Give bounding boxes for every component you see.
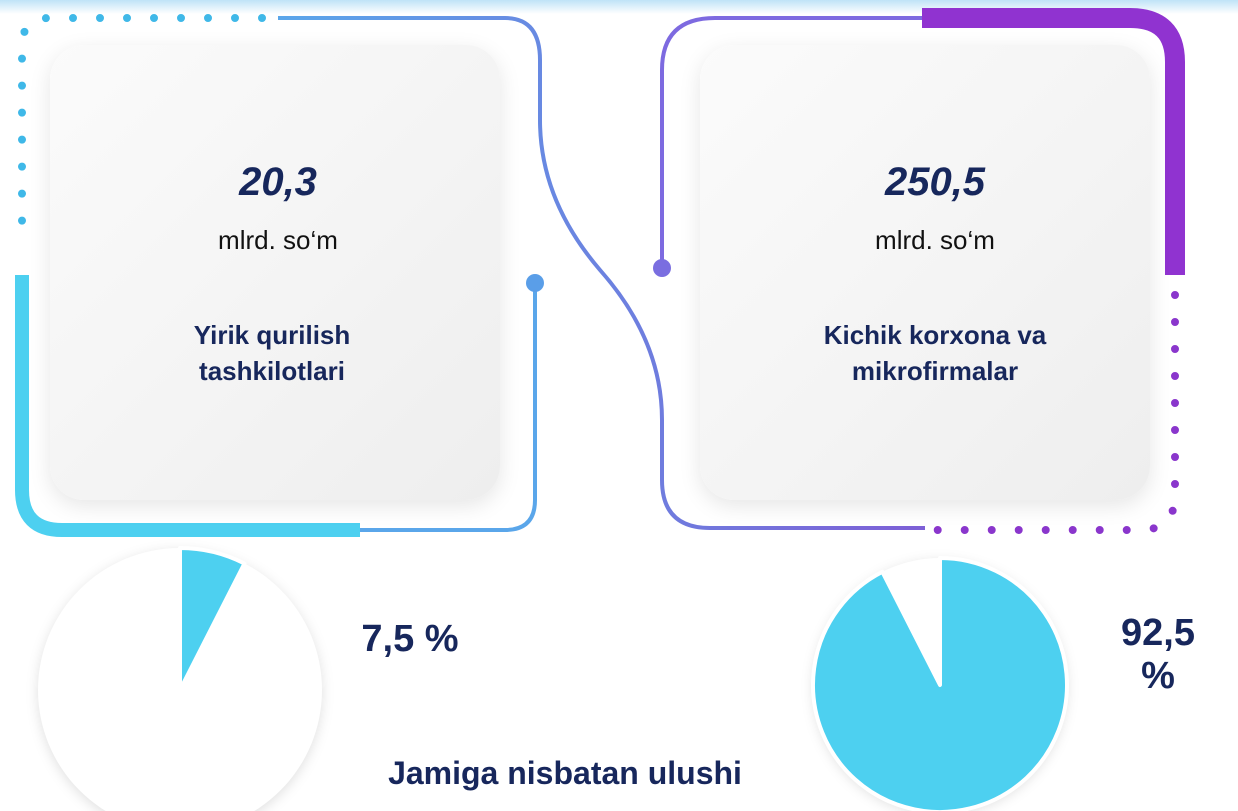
share-label: 7,5 % [361, 618, 459, 660]
unit: mlrd. so‘m [875, 225, 995, 255]
dot [653, 259, 671, 277]
card [50, 45, 500, 500]
card-label: Kichik korxona va mikrofirmalar [823, 320, 1047, 386]
connector-line [278, 16, 925, 530]
pie-slice [811, 556, 1069, 811]
thin-line [660, 16, 922, 268]
thin-line [360, 283, 537, 532]
amount: 20,3 [239, 160, 317, 204]
thick-line [922, 8, 1185, 275]
unit: mlrd. so‘m [218, 225, 338, 255]
footer: Jamiga nisbatan ulushi [388, 755, 742, 791]
card [700, 45, 1150, 500]
thick-line [15, 275, 360, 537]
dot [526, 274, 544, 292]
amount: 250,5 [884, 160, 986, 204]
pie-slice [178, 546, 247, 692]
share-label: 92,5 % [1121, 612, 1195, 697]
card-label: Yirik qurilish tashkilotlari [193, 320, 351, 386]
